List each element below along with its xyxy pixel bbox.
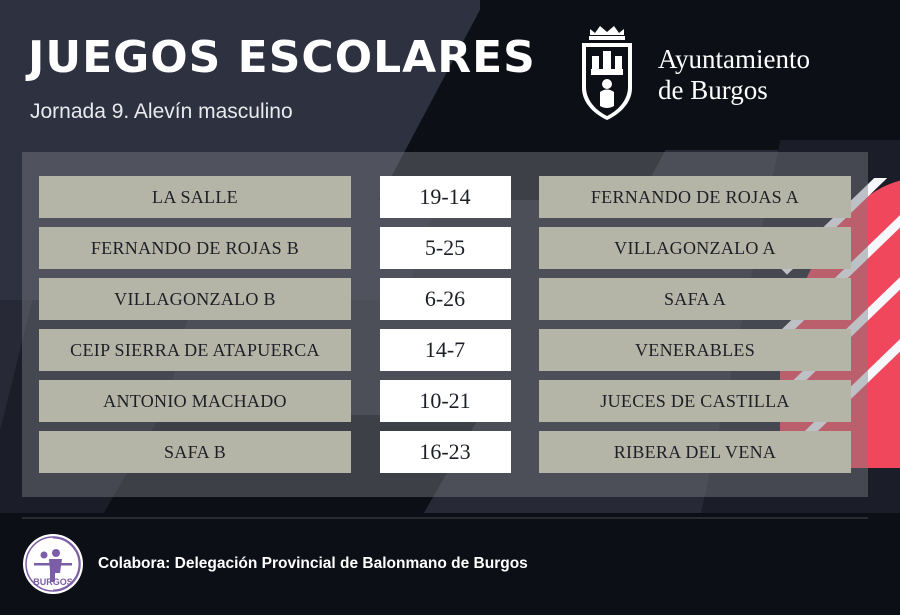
footer: BURGOS Colabora: Delegación Provincial d…	[0, 513, 900, 615]
match-score: 16-23	[379, 431, 511, 473]
logo-line-1: Ayuntamiento	[658, 44, 810, 75]
table-row: SAFA B 16-23 RIBERA DEL VENA	[22, 431, 868, 473]
away-team: VILLAGONZALO A	[539, 227, 851, 269]
page-subtitle: Jornada 9. Alevín masculino	[30, 100, 293, 123]
ayuntamiento-logo: Ayuntamiento de Burgos	[570, 20, 810, 129]
away-team: JUECES DE CASTILLA	[539, 380, 851, 422]
footer-logo-bottom-text: BURGOS	[33, 577, 73, 587]
table-row: CEIP SIERRA DE ATAPUERCA 14-7 VENERABLES	[22, 329, 868, 371]
away-team: VENERABLES	[539, 329, 851, 371]
match-score: 6-26	[379, 278, 511, 320]
results-list: LA SALLE 19-14 FERNANDO DE ROJAS A FERNA…	[22, 152, 868, 497]
burgos-coat-of-arms-icon	[570, 20, 644, 129]
footer-text: Colabora: Delegación Provincial de Balon…	[98, 555, 528, 572]
home-team: SAFA B	[39, 431, 351, 473]
match-score: 5-25	[379, 227, 511, 269]
match-score: 14-7	[379, 329, 511, 371]
away-team: SAFA A	[539, 278, 851, 320]
away-team: FERNANDO DE ROJAS A	[539, 176, 851, 218]
table-row: VILLAGONZALO B 6-26 SAFA A	[22, 278, 868, 320]
home-team: FERNANDO DE ROJAS B	[39, 227, 351, 269]
logo-line-2: de Burgos	[658, 74, 768, 105]
page-title: JUEGOS ESCOLARES	[28, 32, 536, 83]
footer-divider	[22, 517, 868, 519]
ayuntamiento-logo-text: Ayuntamiento de Burgos	[658, 44, 810, 104]
match-score: 19-14	[379, 176, 511, 218]
home-team: ANTONIO MACHADO	[39, 380, 351, 422]
home-team: LA SALLE	[39, 176, 351, 218]
table-row: FERNANDO DE ROJAS B 5-25 VILLAGONZALO A	[22, 227, 868, 269]
home-team: CEIP SIERRA DE ATAPUERCA	[39, 329, 351, 371]
match-score: 10-21	[379, 380, 511, 422]
footer-background	[0, 513, 900, 615]
table-row: LA SALLE 19-14 FERNANDO DE ROJAS A	[22, 176, 868, 218]
home-team: VILLAGONZALO B	[39, 278, 351, 320]
balonmano-burgos-logo-icon: BURGOS	[22, 533, 84, 595]
away-team: RIBERA DEL VENA	[539, 431, 851, 473]
table-row: ANTONIO MACHADO 10-21 JUECES DE CASTILLA	[22, 380, 868, 422]
